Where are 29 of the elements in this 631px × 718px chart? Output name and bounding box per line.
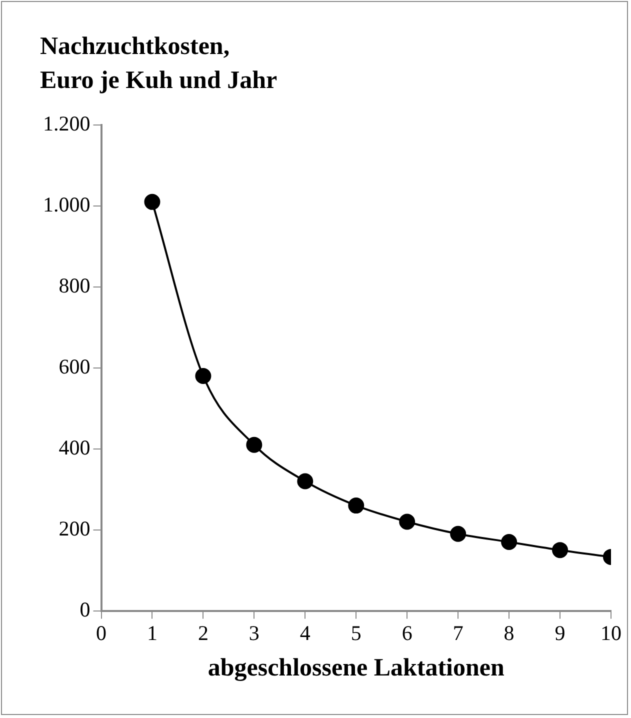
x-tick-label: 10 bbox=[600, 620, 622, 645]
y-tick-label: 800 bbox=[58, 273, 90, 298]
x-tick-label: 7 bbox=[452, 620, 464, 645]
y-tick-label: 0 bbox=[80, 597, 90, 622]
point bbox=[399, 514, 416, 530]
y-tick-label: 200 bbox=[58, 516, 90, 540]
y-tick-label: 600 bbox=[58, 354, 90, 378]
x-tick-label: 6 bbox=[402, 620, 412, 645]
point bbox=[144, 194, 160, 210]
point bbox=[552, 542, 568, 558]
point bbox=[246, 436, 262, 453]
x-tick-label: 3 bbox=[248, 620, 260, 645]
x-tick-label: 5 bbox=[350, 620, 362, 645]
x-tick-label: 9 bbox=[554, 620, 566, 645]
point bbox=[450, 526, 466, 542]
x-axis-title: abgeschlossene Laktationen bbox=[208, 654, 504, 682]
x-tick-label: 8 bbox=[504, 620, 514, 645]
point bbox=[297, 473, 314, 490]
x-tick-label: 2 bbox=[198, 620, 208, 645]
x-tick-label: 0 bbox=[96, 620, 106, 645]
chart-title: Nachzuchtkosten, Euro je Kuh und Jahr bbox=[40, 32, 278, 96]
point bbox=[501, 534, 518, 550]
x-tick-label: 4 bbox=[300, 620, 311, 645]
x-tick-label: 1 bbox=[146, 620, 158, 645]
y-tick-label: 1.200 bbox=[43, 112, 90, 136]
y-tick-label: 400 bbox=[58, 435, 90, 460]
y-tick-label: 1.000 bbox=[43, 192, 90, 216]
point bbox=[195, 368, 212, 384]
point bbox=[348, 498, 364, 514]
